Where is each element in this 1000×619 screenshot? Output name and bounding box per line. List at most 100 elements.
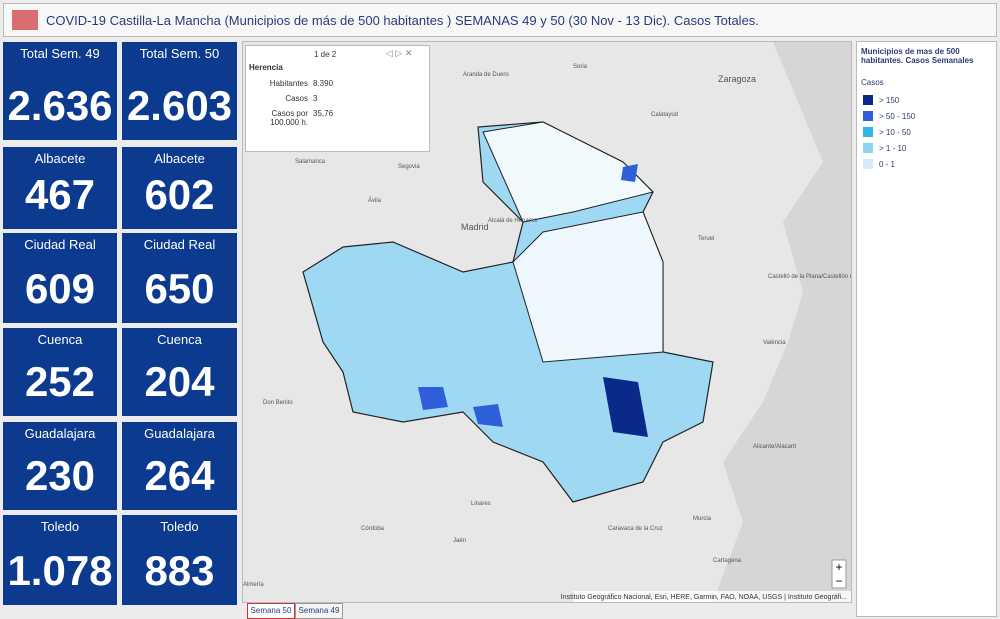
guadalajara: [482, 121, 654, 223]
field-value: 3: [313, 94, 318, 103]
map-panel: Aranda de Duero Soria Zaragoza Calatayud Sal…: [242, 41, 880, 619]
hotspot: [473, 404, 503, 427]
card: Toledo 1.078: [3, 515, 117, 605]
card-value: 2.603: [126, 82, 233, 129]
card-label: Cuenca: [157, 332, 202, 347]
card: Cuenca 252: [3, 328, 117, 416]
popup-row: Casos por 100.000 h. 35,76: [246, 109, 426, 127]
place-label: Teruel: [698, 236, 714, 242]
legend-label: > 150: [879, 95, 900, 105]
card-label: Total Sem. 50: [139, 46, 220, 61]
legend-label: > 10 - 50: [879, 127, 911, 137]
place-label: Murcia: [693, 516, 712, 522]
zoom-control[interactable]: [831, 559, 847, 589]
popup: 1 de 2 ◁ ▷ ✕ Herencia Habitantes 8.390 Cas…: [245, 45, 430, 152]
card-label: Ciudad Real: [24, 237, 96, 252]
title: COVID-19 Castilla-La Mancha (Municipios …: [46, 13, 759, 28]
card-label: Ciudad Real: [143, 237, 216, 252]
place-label: València: [763, 340, 786, 346]
card-value: 204: [144, 358, 215, 405]
tab[interactable]: Semana 50: [247, 603, 295, 619]
legend-panel: Municipios de mas de 500 habitantes. Cas…: [856, 41, 997, 617]
card: Total Sem. 49 2.636: [3, 42, 117, 140]
card: Total Sem. 50 2.603: [122, 42, 237, 140]
place-label: Aranda de Duero: [463, 72, 509, 78]
swatch: [863, 111, 873, 121]
place-label: Don Benito: [263, 400, 293, 406]
card-label: Guadalajara: [24, 426, 96, 441]
zoom-in[interactable]: +: [835, 560, 842, 574]
legend-label: > 1 - 10: [879, 143, 907, 153]
card-label: Toledo: [160, 519, 199, 534]
place-label: Madrid: [461, 222, 489, 232]
place-label: Ávila: [368, 197, 382, 204]
card-label: Albacete: [34, 151, 86, 166]
card-label: Guadalajara: [144, 426, 215, 441]
swatch: [863, 95, 873, 105]
card: Toledo 883: [122, 515, 237, 605]
field-label: Casos: [285, 94, 308, 103]
card-label: Albacete: [154, 151, 205, 166]
popup-title: Herencia: [249, 63, 283, 72]
header: COVID-19 Castilla-La Mancha (Municipios …: [3, 3, 997, 37]
place-label: Segovia: [398, 164, 420, 170]
legend-item: > 50 - 150: [863, 108, 915, 124]
attribution: Instituto Geográfico Nacional, Esri, HER…: [561, 594, 847, 601]
legend-title: Municipios de mas de 500 habitantes. Cas…: [861, 47, 974, 65]
card: Cuenca 204: [122, 328, 237, 416]
sea: [713, 42, 851, 602]
place-label: Castelló de la Plana/Castellón de la Pla…: [768, 274, 851, 280]
place-label: Jaén: [453, 538, 466, 544]
tab[interactable]: Semana 49: [295, 603, 343, 619]
popup-nav[interactable]: ◁ ▷ ✕: [386, 48, 413, 58]
hotspot: [603, 377, 648, 437]
card: Ciudad Real 650: [122, 233, 237, 323]
swatch: [863, 143, 873, 153]
card: Guadalajara 264: [122, 422, 237, 510]
attribution-bg: [573, 591, 851, 602]
card-value: 264: [144, 452, 215, 499]
place-label: Soria: [573, 64, 588, 70]
zoom-out[interactable]: −: [835, 574, 842, 588]
card-value: 609: [24, 265, 96, 312]
legend-label: > 50 - 150: [879, 111, 916, 121]
legend-subtitle: Casos: [861, 78, 884, 87]
place-label: Alicante/Alacant: [753, 444, 796, 450]
hotspot: [621, 164, 638, 182]
card-label: Cuenca: [37, 332, 83, 347]
card-label: Total Sem. 49: [20, 46, 100, 61]
card-value: 467: [24, 171, 96, 218]
field-label: Habitantes: [269, 79, 308, 88]
card-value: 2.636: [7, 82, 113, 129]
field-value: 8.390: [313, 79, 334, 88]
map: Aranda de Duero Soria Zaragoza Calatayud Sal…: [243, 42, 880, 602]
card: Albacete 602: [122, 147, 237, 229]
card-value: 602: [144, 171, 215, 218]
field-value: 35,76: [313, 109, 334, 118]
place-label: Almería: [243, 582, 264, 588]
legend-item: > 1 - 10: [863, 140, 915, 156]
legend-item: > 10 - 50: [863, 124, 915, 140]
card-value: 650: [144, 265, 215, 312]
card-value: 230: [24, 452, 96, 499]
card: Albacete 467: [3, 147, 117, 229]
place-label: Salamanca: [295, 159, 326, 165]
card-label: Toledo: [40, 519, 80, 534]
hotspot: [418, 387, 448, 410]
place-label: Córdoba: [361, 526, 385, 532]
popup-row: Casos 3: [246, 94, 426, 103]
card-value: 883: [144, 547, 215, 594]
place-label: Linares: [471, 501, 491, 507]
legend-item: 0 - 1: [863, 156, 915, 172]
swatch: [863, 159, 873, 169]
card: Guadalajara 230: [3, 422, 117, 510]
place-label: Zaragoza: [718, 74, 756, 84]
place-label: Calatayud: [651, 112, 678, 118]
legend-label: 0 - 1: [879, 159, 896, 169]
place-label: Caravaca de la Cruz: [608, 526, 663, 532]
popup-row: Habitantes 8.390: [246, 79, 426, 88]
logo: [12, 10, 38, 30]
card-value: 1.078: [7, 547, 113, 594]
card-value: 252: [24, 358, 96, 405]
